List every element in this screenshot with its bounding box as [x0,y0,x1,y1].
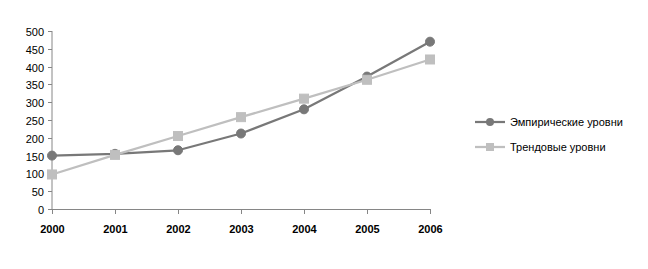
x-tick-label: 2002 [166,223,190,235]
x-tick-label: 2001 [103,223,127,235]
y-tick-label: 100 [26,168,44,180]
series-line [52,59,430,174]
y-tick-label: 250 [26,115,44,127]
x-tick-label: 2004 [292,223,317,235]
y-tick-label: 350 [26,79,44,91]
marker [300,94,309,103]
marker [48,170,57,179]
marker [48,151,57,160]
x-tick [241,209,242,214]
y-tick [48,102,52,103]
y-tick [48,209,52,210]
x-tick-label: 2003 [229,223,253,235]
marker [426,37,435,46]
y-tick [48,31,52,32]
x-tick [367,209,368,214]
x-tick [178,209,179,214]
legend-label: Эмпирические уровни [510,116,623,128]
marker [174,132,183,141]
marker [111,150,120,159]
chart-svg: 0 50 100 150 200 250 300 350 400 450 500 2000 2001 20… [0,0,648,269]
plot-area [48,37,435,179]
y-tick [48,191,52,192]
x-tick-label: 2000 [40,223,64,235]
x-tick [52,209,53,214]
x-tick [304,209,305,214]
marker [237,113,246,122]
marker [237,129,246,138]
y-tick-label: 50 [32,186,44,198]
x-tick [430,209,431,214]
marker [426,55,435,64]
y-tick-label: 400 [26,62,44,74]
chart-container: 0 50 100 150 200 250 300 350 400 450 500 2000 2001 20… [0,0,648,269]
y-tick [48,84,52,85]
y-tick-label: 0 [38,204,44,216]
y-tick [48,67,52,68]
y-tick [48,49,52,50]
legend-marker [486,118,494,126]
y-tick [48,120,52,121]
legend-label: Трендовые уровни [510,141,606,153]
marker [174,146,183,155]
y-tick-label: 150 [26,151,44,163]
legend-marker [486,143,494,151]
marker [363,75,372,84]
y-tick-label: 450 [26,44,44,56]
series-line [52,42,430,156]
y-tick-label: 200 [26,133,44,145]
x-tick [115,209,116,214]
marker [300,105,309,114]
x-tick-label: 2005 [355,223,379,235]
y-tick-label: 500 [26,26,44,38]
y-tick [48,138,52,139]
y-tick-label: 300 [26,97,44,109]
x-tick-label: 2006 [418,223,442,235]
